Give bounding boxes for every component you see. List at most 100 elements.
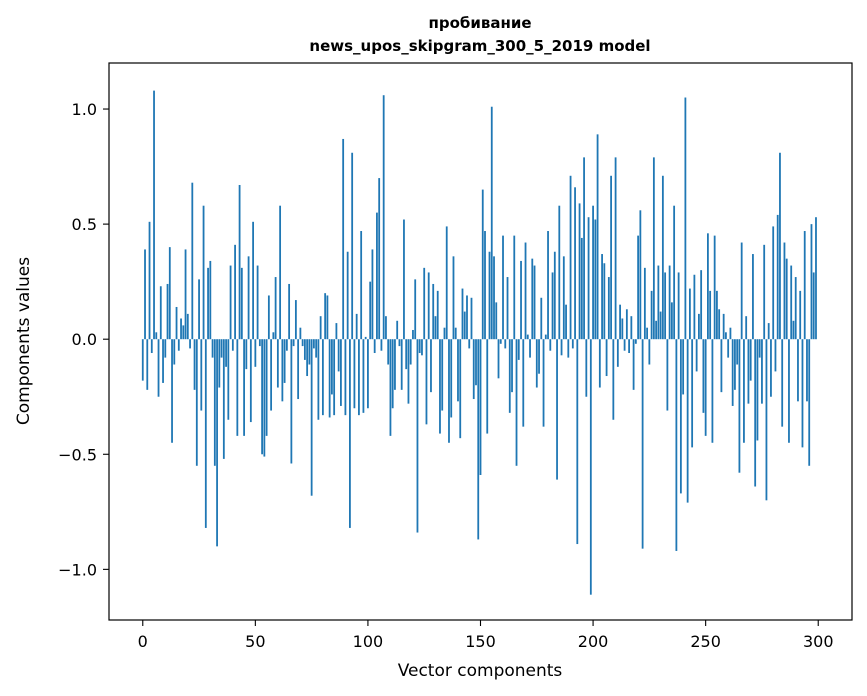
x-axis-label: Vector components bbox=[398, 661, 563, 681]
bar bbox=[333, 339, 336, 416]
bar bbox=[184, 249, 187, 340]
bar bbox=[655, 320, 658, 340]
bar bbox=[337, 339, 340, 372]
bar bbox=[799, 290, 802, 340]
bar bbox=[247, 256, 250, 340]
bar bbox=[231, 339, 234, 351]
bar bbox=[353, 339, 356, 409]
bar bbox=[409, 339, 412, 365]
bar bbox=[177, 339, 180, 351]
bar bbox=[725, 332, 727, 340]
bar bbox=[783, 242, 786, 340]
x-tick-label: 0 bbox=[138, 632, 148, 651]
bar bbox=[522, 339, 525, 427]
bar bbox=[562, 256, 565, 340]
bar bbox=[628, 339, 630, 354]
bar bbox=[166, 283, 169, 340]
bar bbox=[713, 235, 716, 340]
bar bbox=[788, 339, 790, 443]
bar bbox=[398, 339, 401, 347]
bar bbox=[495, 302, 498, 340]
bar bbox=[810, 224, 813, 340]
bar bbox=[513, 235, 516, 340]
bar bbox=[481, 189, 484, 340]
bar bbox=[360, 231, 363, 340]
bar bbox=[349, 339, 351, 528]
bar bbox=[308, 339, 311, 365]
bar bbox=[538, 339, 540, 374]
bar bbox=[180, 318, 182, 340]
bar bbox=[319, 316, 322, 340]
bar bbox=[666, 339, 669, 411]
y-tick-label: −1.0 bbox=[58, 560, 97, 579]
bar bbox=[378, 178, 381, 340]
bar bbox=[625, 309, 628, 340]
bar bbox=[761, 339, 763, 404]
bar bbox=[772, 226, 775, 340]
bar bbox=[193, 339, 196, 390]
bar bbox=[610, 175, 612, 340]
bar bbox=[445, 226, 448, 340]
bar bbox=[551, 272, 554, 340]
bar bbox=[254, 339, 257, 367]
bar bbox=[454, 327, 457, 340]
bar bbox=[146, 339, 149, 390]
bar bbox=[619, 304, 621, 340]
bar bbox=[776, 214, 779, 340]
bar bbox=[191, 182, 194, 340]
bar bbox=[344, 339, 347, 416]
bar bbox=[758, 339, 761, 358]
bar bbox=[781, 339, 784, 427]
bar bbox=[376, 212, 378, 340]
bar bbox=[691, 339, 694, 448]
bar bbox=[524, 242, 527, 340]
bar bbox=[290, 339, 293, 464]
bar bbox=[229, 265, 232, 340]
bar bbox=[648, 339, 651, 365]
bar bbox=[598, 339, 601, 388]
bar bbox=[652, 157, 655, 340]
bar bbox=[700, 270, 703, 340]
bar bbox=[569, 175, 572, 340]
bar bbox=[155, 332, 158, 340]
bar bbox=[310, 339, 313, 496]
bar bbox=[369, 281, 372, 340]
bar bbox=[711, 339, 714, 443]
bar bbox=[632, 339, 635, 390]
bar bbox=[463, 311, 466, 340]
bar bbox=[297, 339, 300, 400]
bar bbox=[544, 334, 547, 340]
bar bbox=[249, 339, 252, 423]
bar bbox=[407, 339, 410, 404]
bar bbox=[657, 265, 660, 340]
bar bbox=[448, 339, 450, 443]
bar bbox=[423, 267, 426, 340]
bar bbox=[571, 339, 574, 349]
bar bbox=[414, 279, 417, 340]
bar bbox=[589, 339, 592, 595]
bar bbox=[499, 339, 502, 344]
x-tick-label: 100 bbox=[353, 632, 384, 651]
bar bbox=[168, 247, 171, 340]
bar bbox=[243, 339, 245, 436]
bar bbox=[412, 329, 414, 340]
bar bbox=[182, 325, 185, 340]
bar bbox=[661, 175, 664, 340]
bar bbox=[189, 339, 191, 349]
bar bbox=[547, 231, 549, 340]
bar bbox=[240, 267, 243, 340]
bar bbox=[673, 205, 676, 340]
bar bbox=[727, 339, 730, 358]
bar bbox=[351, 152, 354, 340]
bar bbox=[312, 339, 315, 349]
bar bbox=[729, 327, 732, 340]
bar bbox=[686, 339, 689, 503]
bar bbox=[531, 258, 534, 340]
bar bbox=[432, 283, 435, 340]
bar bbox=[603, 263, 606, 340]
bar bbox=[362, 339, 365, 413]
bar bbox=[281, 339, 284, 402]
bar bbox=[675, 339, 678, 551]
